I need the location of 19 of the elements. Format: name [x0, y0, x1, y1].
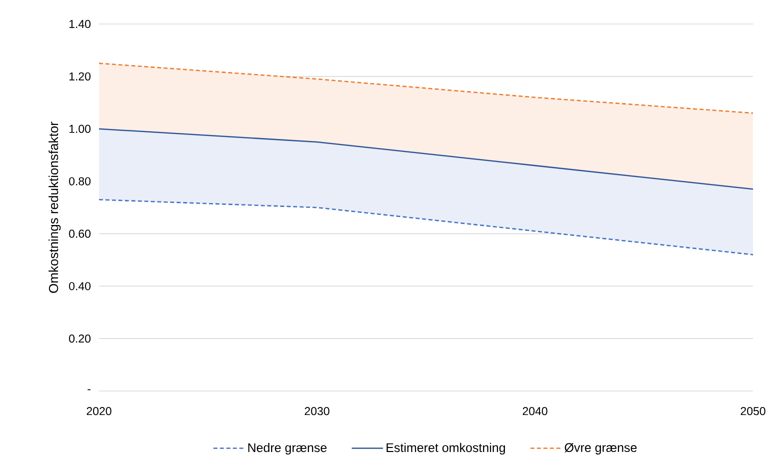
- line-series: [98, 198, 754, 256]
- x-tick-label: 2040: [522, 407, 548, 416]
- x-tick-label: 2050: [740, 407, 766, 416]
- line-series: [98, 62, 754, 114]
- y-tick-label: 0.80: [69, 177, 91, 186]
- y-axis-title: Omkostnings reduktionsfaktor: [48, 122, 61, 293]
- x-tick-label: 2020: [86, 407, 112, 416]
- line-series: [98, 128, 754, 190]
- y-tick-label: 1.00: [69, 124, 91, 133]
- y-tick-label: -: [88, 389, 90, 390]
- y-tick-label: 1.40: [69, 20, 91, 28]
- legend-label: Nedre grænse: [248, 442, 327, 455]
- x-tick-label: 2030: [304, 407, 330, 416]
- y-tick-label: 0.60: [69, 230, 91, 238]
- y-tick-label: 1.20: [69, 72, 91, 80]
- y-tick-label: 0.20: [69, 334, 91, 343]
- y-tick-label: 0.40: [69, 282, 91, 290]
- legend-label: Øvre grænse: [564, 442, 637, 454]
- legend-label: Estimeret omkostning: [386, 442, 505, 455]
